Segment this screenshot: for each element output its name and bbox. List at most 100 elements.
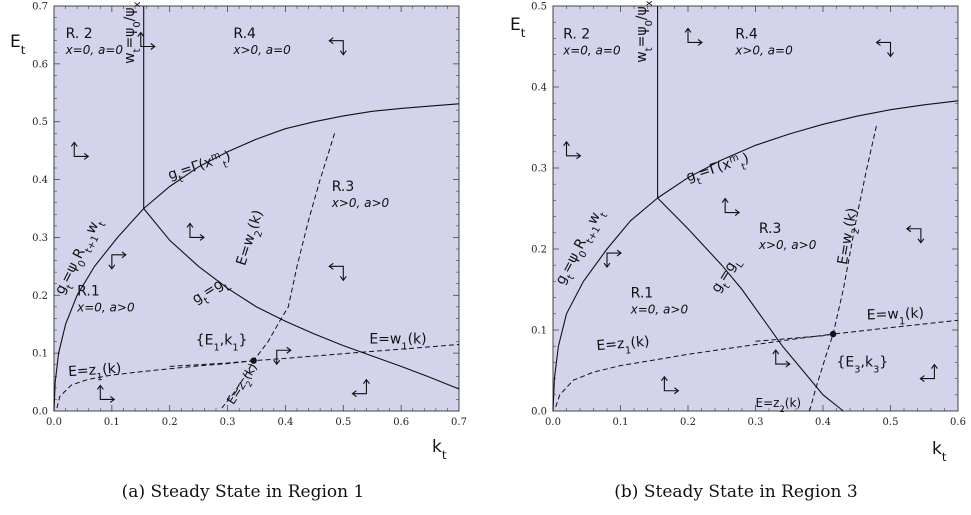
panel-b-x-tick-label: 0.5 xyxy=(883,417,899,428)
panel-a-y-tick-label: 0.6 xyxy=(32,59,48,70)
panel-b-region-condition: x>0, a>0 xyxy=(758,238,817,252)
panel-a-curve-label-w1: E=w1(k) xyxy=(369,331,426,352)
panel-a-curves xyxy=(53,6,460,412)
panel-b-y-tick-label: 0.2 xyxy=(531,245,547,256)
panel-a-curve-gamma xyxy=(143,103,460,209)
panel-a-y-tick-label: 0.7 xyxy=(32,2,48,13)
panel-a-y-tick-label: 0.4 xyxy=(32,175,48,186)
panel-b-curve-psi0R xyxy=(552,197,658,412)
panel-b-flow-arrow xyxy=(919,363,938,383)
panel-a: 0.0 0.1 0.2 0.3 0.4 0.5 0.6 0.7 0.0 0.1 0.2 0.3 0.4 0… xyxy=(10,1,467,502)
panel-a-y-tick-label: 0.1 xyxy=(32,349,48,360)
panel-a-x-tick-label: 0.0 xyxy=(46,417,62,428)
panel-b-y-tick-label: 0.4 xyxy=(531,83,547,94)
panel-a-y-axis-label: Et xyxy=(10,32,26,57)
panel-b-x-axis-label: kt xyxy=(932,439,947,464)
panel-a-ticks: 0.0 0.1 0.2 0.3 0.4 0.5 0.6 0.7 0.0 0.1 0.2 0.3 0.4 0… xyxy=(32,2,467,429)
panel-a-region-condition: x=0, a>0 xyxy=(76,300,135,314)
panel-b-x-tick-label: 0.2 xyxy=(680,417,696,428)
panel-b-ticks: 0.0 0.1 0.2 0.3 0.4 0.5 0.6 0.0 0.1 0.2 0.3 0.4 0.5 xyxy=(531,2,966,429)
panel-a-caption: (a) Steady State in Region 1 xyxy=(122,482,365,502)
panel-b-region-title: R.3 xyxy=(759,221,782,237)
panel-a-curve-gL xyxy=(143,208,460,390)
panel-a-curve-psi0R xyxy=(53,208,145,412)
panel-a-y-tick-label: 0.5 xyxy=(32,117,48,128)
panel-a-region-title: R.1 xyxy=(77,283,100,299)
panel-b-x-tick-label: 0.0 xyxy=(545,417,561,428)
panel-b-flow-arrow xyxy=(563,140,582,160)
panel-b-curve-label-w2: E=w2(k) xyxy=(835,207,865,267)
panel-b-region-labels: R. 2x=0, a=0 R.4x>0, a=0 R.3x>0, a>0 R.1x=0… xyxy=(562,26,817,316)
panel-b-y-tick-label: 0.0 xyxy=(531,407,547,418)
panel-a-region-condition: x>0, a>0 xyxy=(331,196,390,210)
panel-a-x-tick-label: 0.3 xyxy=(220,417,236,428)
panel-b-x-tick-label: 0.3 xyxy=(748,417,764,428)
panel-a-steady-state-label: {E1,k1} xyxy=(196,332,248,353)
panel-a-flow-arrow xyxy=(96,384,116,403)
panel-b-x-tick-label: 0.4 xyxy=(815,417,831,428)
panel-b-x-tick-label: 0.6 xyxy=(950,417,966,428)
panel-a-flow-arrow xyxy=(70,141,90,160)
panel-a-region-title: R. 2 xyxy=(66,26,93,42)
panel-b-flow-arrows xyxy=(563,27,938,395)
panel-a-steady-state-point xyxy=(250,357,257,364)
panel-a-region-condition: x=0, a=0 xyxy=(65,43,124,57)
panel-b-curve-label-psi0R: gt=ψ0Rt+1wt xyxy=(553,206,610,289)
panel-a-plot-area xyxy=(53,5,460,412)
panel-a-x-tick-label: 0.2 xyxy=(162,417,178,428)
panel-b-y-axis-label: Et xyxy=(510,15,526,40)
panel-a-flow-arrow xyxy=(186,222,205,241)
panel-b-curve-w2 xyxy=(809,123,878,412)
panel-b-caption: (b) Steady State in Region 3 xyxy=(614,482,857,502)
panel-a-flow-arrow xyxy=(328,262,347,282)
panel-a-region-labels: R. 2x=0, a=0 R.4x>0, a=0 R.3x>0, a>0 R.1x=0… xyxy=(65,26,390,314)
panel-a-y-tick-label: 0.3 xyxy=(32,233,48,244)
panel-b-flow-arrow xyxy=(772,349,791,368)
panel-b-region-title: R.4 xyxy=(735,26,758,42)
panel-a-x-tick-label: 0.7 xyxy=(451,417,467,428)
panel-b-region-condition: x=0, a=0 xyxy=(562,43,621,57)
panel-b-y-tick-label: 0.5 xyxy=(531,2,547,13)
panel-b-flow-arrow xyxy=(603,249,622,268)
panel-a-x-tick-label: 0.5 xyxy=(335,417,351,428)
panel-b-curve-z1 xyxy=(555,333,834,408)
panel-a-region-title: R.4 xyxy=(233,26,256,42)
panel-b-region-condition: x>0, a=0 xyxy=(734,43,793,57)
panel-a-x-axis-label: kt xyxy=(432,437,447,462)
panel-b: 0.0 0.1 0.2 0.3 0.4 0.5 0.60.00.10.20.30.40.5 … xyxy=(510,0,966,502)
panel-b-curve-gamma xyxy=(657,100,959,199)
panel-a-curve-label-wt: wt=ψ0/ψx xyxy=(122,1,143,63)
panel-b-flow-arrow xyxy=(905,225,925,244)
panel-b-y-tick-label: 0.3 xyxy=(531,164,547,175)
panel-b-curve-label-wt: wt=ψ0/ψx xyxy=(634,0,655,62)
panel-b-curve-label-z1: E=z1(k) xyxy=(596,334,651,359)
panel-a-flow-arrow xyxy=(328,37,347,56)
panel-a-x-tick-label: 0.6 xyxy=(393,417,409,428)
panel-b-flow-arrow xyxy=(875,39,894,58)
panel-a-curve-label-z1: E=z1(k) xyxy=(68,361,123,385)
panel-b-curve-label-w1: E=w1(k) xyxy=(866,305,924,327)
panel-a-flow-arrow xyxy=(137,31,156,50)
panel-a-flow-arrow xyxy=(273,346,292,366)
panel-a-curve-z1 xyxy=(56,360,254,409)
panel-b-plot-area xyxy=(552,5,959,412)
panel-b-steady-state-label: {E3,k3} xyxy=(837,354,889,375)
panel-a-region-condition: x>0, a=0 xyxy=(232,43,291,57)
panel-a-curve-w2 xyxy=(221,133,336,409)
panel-a-x-tick-label: 0.4 xyxy=(277,417,293,428)
panel-b-curve-label-z2: E=z2(k) xyxy=(756,396,802,414)
panel-a-curve-w1 xyxy=(169,344,460,367)
panel-b-curves xyxy=(552,6,959,412)
panel-b-y-tick-label: 0.1 xyxy=(531,326,547,337)
panel-a-region-title: R.3 xyxy=(332,179,355,195)
panel-b-flow-arrow xyxy=(660,375,680,395)
panel-b-x-tick-label: 0.1 xyxy=(613,417,629,428)
panel-a-flow-arrows xyxy=(70,31,370,403)
panel-b-steady-state-point xyxy=(829,330,837,338)
panel-a-flow-arrow xyxy=(351,378,370,398)
panel-b-region-title: R.1 xyxy=(631,286,654,302)
panel-a-flow-arrow xyxy=(108,251,127,270)
panel-b-flow-arrow xyxy=(684,27,703,46)
